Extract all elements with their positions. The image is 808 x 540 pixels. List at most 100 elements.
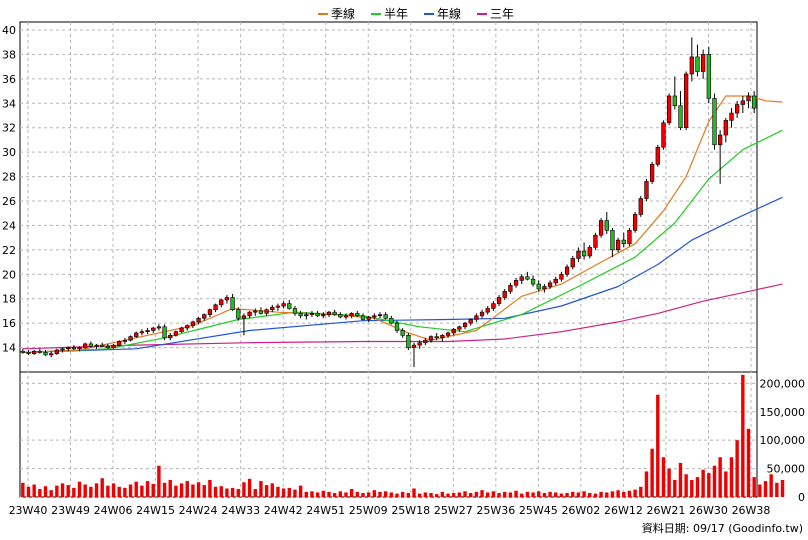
candlestick [139,329,145,336]
candlestick [491,301,496,311]
x-tick-label: 26W02 [561,504,600,517]
volume-bar [690,479,694,497]
candlestick [496,295,502,307]
volume-bar [100,478,104,497]
candlestick [173,330,179,337]
volume-bar [559,493,564,497]
ma-half-line [22,129,783,354]
candlestick [105,343,111,349]
volume-bar [276,486,280,497]
candlestick [145,328,150,335]
candlestick [440,334,445,342]
candlestick [213,303,218,313]
candlestick [207,308,213,318]
price-tick-label: 34 [2,97,16,110]
plot-frame [19,21,758,498]
candlestick [20,348,25,354]
volume-bar [446,493,450,497]
volume-bar [174,485,178,497]
volume-bar [752,477,756,497]
candlestick [581,242,587,260]
volume-bar [372,490,377,497]
candlestick [485,306,490,315]
volume-bar [610,491,615,497]
volume-bar [667,468,671,497]
candlestick [525,271,530,281]
price-tick-label: 40 [2,24,16,37]
x-tick-label: 24W42 [264,504,303,517]
volume-bar [712,465,717,497]
candlestick [49,351,54,358]
candlestick [43,350,48,357]
volume-bar [225,488,229,497]
x-tick-label: 24W15 [136,504,175,517]
candlestick [315,310,320,318]
volume-bar [650,448,654,497]
candlestick [258,307,264,315]
candlestick [190,320,196,329]
candlestick [706,47,711,104]
candlestick [168,332,173,341]
candlestick [434,332,439,341]
volume-bar [525,491,530,497]
candlestick [678,91,683,131]
volume-bar [480,490,484,497]
candlestick [723,117,728,143]
volume-bar [497,493,501,497]
candlestick [230,293,235,311]
candlestick [298,310,303,319]
volume-bar [542,493,547,497]
candlestick [542,284,547,293]
candlestick [718,130,723,184]
volume-bar [111,483,116,497]
volume-bar [151,483,155,497]
volume-bars [21,374,785,497]
volume-tick-label: 100,000 [760,434,806,447]
volume-bar [383,491,388,497]
volume-bar [469,493,473,497]
candlestick [321,312,326,319]
volume-bar [417,493,422,497]
candlestick [689,37,694,82]
x-tick-label: 26W30 [689,504,728,517]
volume-bar [503,491,507,497]
candlestick [547,280,553,289]
price-tick-label: 36 [2,73,16,86]
volume-bar [673,479,677,497]
candlestick [94,343,99,349]
candlestick [162,324,167,341]
candlestick [389,315,394,325]
x-tick-label: 25W18 [391,504,430,517]
volume-bar [55,485,59,497]
candlestick [77,346,82,352]
volume-bar [293,489,297,497]
candlestick [151,326,156,333]
volume-tick-label: 50,000 [767,463,806,476]
candlestick [655,144,660,167]
candlestick [185,324,190,331]
candlestick [247,310,252,319]
candlestick [462,321,468,330]
volume-bar [701,469,705,497]
volume-bar [531,492,535,497]
candlestick [559,271,564,282]
candlestick [60,347,65,353]
volume-bar [508,492,513,497]
volume-bar [463,491,467,497]
x-tick-label: 24W24 [179,504,218,517]
candlestick [253,308,258,316]
volume-bar [168,479,172,497]
candlestick [598,218,604,238]
volume-bar [213,486,218,497]
candlestick [519,274,524,285]
volume-bar [429,493,433,497]
volume-bar [423,492,428,497]
volume-bar [281,488,286,497]
candlestick [275,303,281,311]
candlestick [621,232,626,248]
candlestick [134,331,139,338]
volume-bar [310,491,314,497]
volume-bar [491,491,496,497]
candlestick [615,237,621,253]
